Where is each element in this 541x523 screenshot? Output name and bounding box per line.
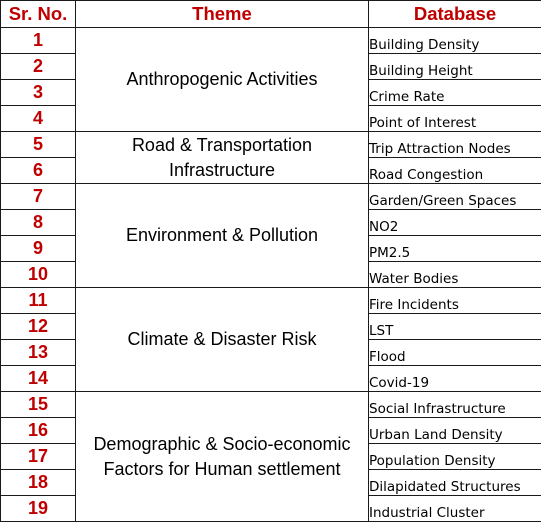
- database-cell: Urban Land Density: [368, 417, 541, 444]
- theme-cell: Road & Transportation Infrastructure: [75, 131, 369, 184]
- header-database: Database: [368, 0, 541, 28]
- database-cell: PM2.5: [368, 235, 541, 262]
- theme-line: Environment & Pollution: [125, 225, 319, 245]
- serial-number: 19: [0, 495, 76, 522]
- serial-number: 13: [0, 339, 76, 366]
- serial-number: 7: [0, 183, 76, 210]
- database-cell: LST: [368, 313, 541, 340]
- theme-line: Climate & Disaster Risk: [127, 329, 317, 349]
- table-row: 16 Urban Land Density: [0, 417, 541, 444]
- database-cell: Road Congestion: [368, 157, 541, 184]
- table-row: 19 Industrial Cluster: [0, 495, 541, 522]
- table-row: 9 PM2.5: [0, 235, 541, 262]
- serial-number: 16: [0, 417, 76, 444]
- table-row: 15 Demographic & Socio-economic Factors …: [0, 391, 541, 522]
- serial-number: 2: [0, 53, 76, 80]
- table-row: 3 Crime Rate: [0, 79, 541, 106]
- serial-number: 8: [0, 209, 76, 236]
- database-cell: NO2: [368, 209, 541, 236]
- serial-number: 4: [0, 105, 76, 132]
- theme-cell: Demographic & Socio-economic Factors for…: [75, 391, 369, 522]
- serial-number: 14: [0, 365, 76, 392]
- table-row: 18 Dilapidated Structures: [0, 469, 541, 496]
- theme-line: Demographic & Socio-economic: [93, 433, 351, 454]
- table-row: 8 NO2: [0, 209, 541, 236]
- database-cell: Social Infrastructure: [368, 391, 541, 418]
- header-row: Sr. No. Theme Database: [0, 0, 541, 28]
- serial-number: 3: [0, 79, 76, 106]
- database-cell: Crime Rate: [368, 79, 541, 106]
- table-row: 11 Climate & Disaster Risk Fire Incident…: [0, 287, 541, 392]
- serial-number: 11: [0, 287, 76, 314]
- database-cell: Point of Interest: [368, 105, 541, 132]
- serial-number: 12: [0, 313, 76, 340]
- database-cell: Flood: [368, 339, 541, 366]
- database-cell: Industrial Cluster: [368, 495, 541, 522]
- theme-cell: Environment & Pollution: [75, 183, 369, 288]
- serial-number: 18: [0, 469, 76, 496]
- table-row: 1 Anthropogenic Activities Building Dens…: [0, 27, 541, 132]
- serial-number: 10: [0, 261, 76, 288]
- table-row: 10 Water Bodies: [0, 261, 541, 288]
- database-cell: Dilapidated Structures: [368, 469, 541, 496]
- database-cell: Fire Incidents: [368, 287, 541, 314]
- table-row: 4 Point of Interest: [0, 105, 541, 132]
- theme-cell: Anthropogenic Activities: [75, 27, 369, 132]
- table-row: 7 Environment & Pollution Garden/Green S…: [0, 183, 541, 288]
- table-row: 14 Covid-19: [0, 365, 541, 392]
- theme-line: Infrastructure: [168, 159, 276, 180]
- database-cell: Garden/Green Spaces: [368, 183, 541, 210]
- database-cell: Covid-19: [368, 365, 541, 392]
- serial-number: 17: [0, 443, 76, 470]
- theme-cell: Climate & Disaster Risk: [75, 287, 369, 392]
- table-row: 17 Population Density: [0, 443, 541, 470]
- database-cell: Trip Attraction Nodes: [368, 131, 541, 158]
- theme-line: Anthropogenic Activities: [126, 69, 318, 89]
- table-row: 5 Road & Transportation Infrastructure T…: [0, 131, 541, 184]
- database-cell: Building Height: [368, 53, 541, 80]
- header-theme: Theme: [75, 0, 369, 28]
- serial-number: 1: [0, 27, 76, 54]
- serial-number: 6: [0, 157, 76, 184]
- database-cell: Water Bodies: [368, 261, 541, 288]
- serial-number: 5: [0, 131, 76, 158]
- serial-number: 9: [0, 235, 76, 262]
- theme-line: Factors for Human settlement: [103, 458, 341, 479]
- table-row: 6 Road Congestion: [0, 157, 541, 184]
- header-sr-no: Sr. No.: [0, 0, 76, 28]
- database-cell: Population Density: [368, 443, 541, 470]
- theme-line: Road & Transportation: [131, 134, 313, 155]
- serial-number: 15: [0, 391, 76, 418]
- database-cell: Building Density: [368, 27, 541, 54]
